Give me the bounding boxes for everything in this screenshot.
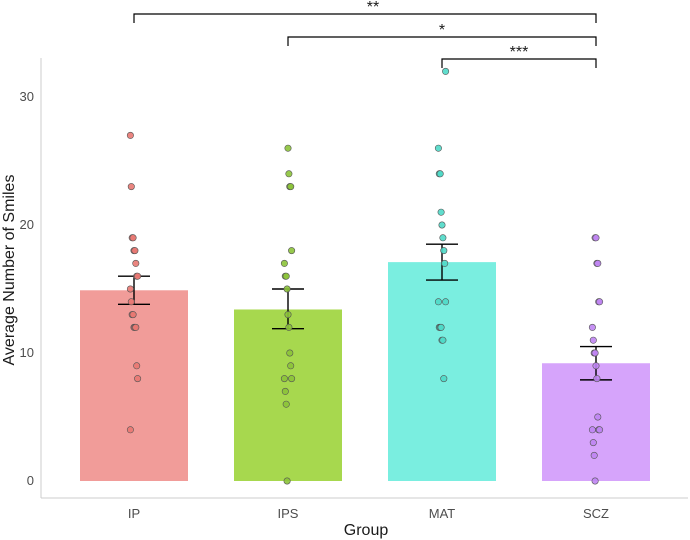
data-point-ips <box>282 272 290 280</box>
data-point-mat <box>439 234 447 242</box>
data-point-mat <box>438 221 446 229</box>
y-ticks: 0 10 20 30 <box>20 89 34 488</box>
y-tick-label: 20 <box>20 217 34 232</box>
data-point-ips <box>285 170 293 178</box>
axes <box>40 58 688 499</box>
data-point-scz <box>588 323 596 331</box>
data-point-mat <box>436 170 444 178</box>
data-point-mat <box>440 375 448 383</box>
data-point-ip <box>126 426 134 434</box>
bars <box>80 262 650 481</box>
data-point-scz <box>588 426 596 434</box>
data-point-scz <box>594 413 602 421</box>
data-point-ips <box>285 323 293 331</box>
data-point-ip <box>132 259 140 267</box>
data-point-mat <box>441 259 449 267</box>
bar-mat <box>388 262 496 481</box>
data-point-scz <box>591 477 599 485</box>
data-point-ips <box>283 285 291 293</box>
data-point-mat <box>439 336 447 344</box>
data-point-scz <box>589 439 597 447</box>
significance-label: * <box>439 22 445 39</box>
data-point-scz <box>589 336 597 344</box>
data-point-ips <box>281 387 289 395</box>
data-point-scz <box>590 451 598 459</box>
data-point-ips <box>282 400 290 408</box>
significance-bracket <box>441 58 597 68</box>
y-tick-label: 10 <box>20 345 34 360</box>
data-point-ip <box>127 298 135 306</box>
data-point-scz <box>594 259 602 267</box>
data-point-ip <box>133 362 141 370</box>
data-point-ips <box>287 362 295 370</box>
significance-label: ** <box>367 0 379 16</box>
data-point-ips <box>288 247 296 255</box>
x-axis-title: Group <box>344 522 389 539</box>
significance-bracket <box>287 36 597 46</box>
y-axis-title: Average Number of Smiles <box>1 175 18 366</box>
bar-ips <box>234 309 342 481</box>
data-point-ips <box>280 259 288 267</box>
bar-scz <box>542 363 650 481</box>
data-point-mat <box>434 298 442 306</box>
x-tick-label-mat: MAT <box>429 506 456 521</box>
data-point-mat <box>440 247 448 255</box>
data-point-scz <box>592 362 600 370</box>
data-point-ips <box>284 311 292 319</box>
y-tick-label: 0 <box>27 473 34 488</box>
data-point-scz <box>592 234 600 242</box>
x-tick-label-scz: SCZ <box>583 506 609 521</box>
data-point-ip <box>126 285 134 293</box>
error-bars <box>118 243 612 381</box>
significance-bracket <box>133 13 597 23</box>
data-point-ip <box>132 323 140 331</box>
x-tick-label-ip: IP <box>128 506 140 521</box>
data-point-mat <box>434 144 442 152</box>
x-ticks: IP IPS MAT SCZ <box>128 506 609 521</box>
data-point-ip <box>126 131 134 139</box>
significance-label: *** <box>510 44 529 61</box>
data-point-mat <box>442 298 450 306</box>
data-point-ips <box>284 144 292 152</box>
y-tick-label: 30 <box>20 89 34 104</box>
data-point-ip <box>127 183 135 191</box>
data-point-ip <box>131 247 139 255</box>
data-point-ip <box>129 311 137 319</box>
data-point-ip <box>134 272 142 280</box>
data-points <box>126 67 604 485</box>
data-point-ips <box>286 349 294 357</box>
data-point-ips <box>283 477 291 485</box>
data-point-mat <box>437 323 445 331</box>
data-point-mat <box>442 67 450 75</box>
data-point-ip <box>134 375 142 383</box>
data-point-scz <box>596 298 604 306</box>
data-point-ip <box>129 234 137 242</box>
data-point-scz <box>591 349 599 357</box>
bar-ip <box>80 290 188 481</box>
data-point-ips <box>287 183 295 191</box>
x-tick-label-ips: IPS <box>278 506 299 521</box>
data-point-scz <box>593 375 601 383</box>
data-point-ips <box>288 375 296 383</box>
significance-brackets: ****** <box>133 0 597 68</box>
data-point-mat <box>437 208 445 216</box>
data-point-scz <box>596 426 604 434</box>
data-point-ips <box>280 375 288 383</box>
